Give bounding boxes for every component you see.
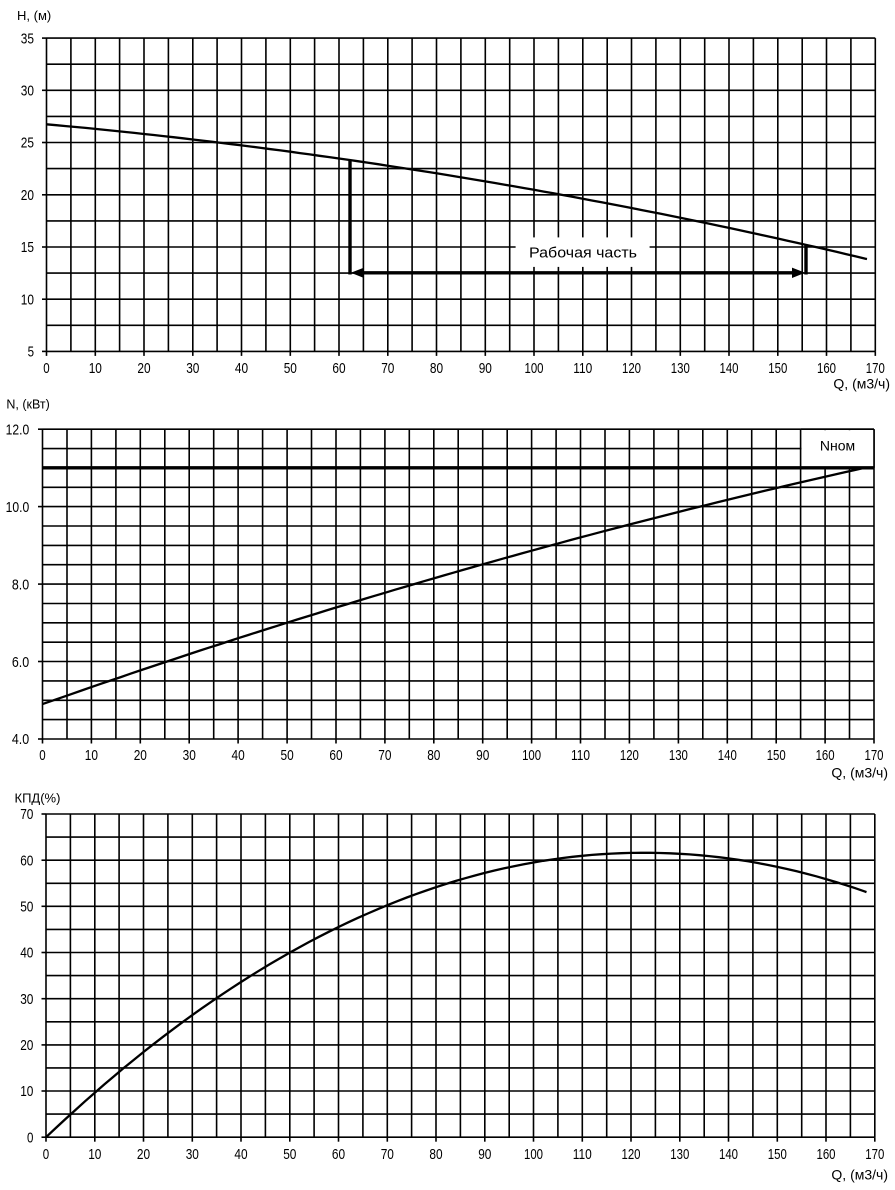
svg-text:4.0: 4.0 xyxy=(12,731,29,748)
svg-text:150: 150 xyxy=(767,747,786,764)
svg-text:0: 0 xyxy=(39,747,45,764)
svg-text:60: 60 xyxy=(20,852,33,869)
svg-text:50: 50 xyxy=(283,1146,296,1163)
svg-text:30: 30 xyxy=(21,83,34,100)
svg-text:40: 40 xyxy=(20,945,33,962)
svg-text:120: 120 xyxy=(622,360,641,377)
svg-text:20: 20 xyxy=(20,1037,33,1054)
svg-text:160: 160 xyxy=(817,1146,836,1163)
svg-text:0: 0 xyxy=(43,1146,49,1163)
svg-text:150: 150 xyxy=(768,360,787,377)
svg-text:КПД(%): КПД(%) xyxy=(15,790,61,805)
svg-text:60: 60 xyxy=(329,747,342,764)
svg-text:10: 10 xyxy=(85,747,98,764)
svg-text:50: 50 xyxy=(284,360,297,377)
svg-text:160: 160 xyxy=(816,747,835,764)
svg-text:160: 160 xyxy=(817,360,836,377)
svg-text:20: 20 xyxy=(137,360,150,377)
svg-text:110: 110 xyxy=(573,360,592,377)
svg-text:70: 70 xyxy=(381,1146,394,1163)
svg-text:30: 30 xyxy=(183,747,196,764)
svg-text:50: 50 xyxy=(20,899,33,916)
svg-text:0: 0 xyxy=(43,360,49,377)
svg-text:110: 110 xyxy=(571,747,590,764)
svg-text:140: 140 xyxy=(718,747,737,764)
svg-text:0: 0 xyxy=(27,1129,33,1146)
svg-text:120: 120 xyxy=(620,747,639,764)
svg-text:100: 100 xyxy=(525,360,544,377)
svg-text:10: 10 xyxy=(88,1146,101,1163)
svg-text:10.0: 10.0 xyxy=(6,499,30,516)
svg-text:Nном: Nном xyxy=(820,438,855,454)
svg-text:130: 130 xyxy=(671,360,690,377)
svg-text:Рабочая часть: Рабочая часть xyxy=(529,245,637,262)
svg-text:10: 10 xyxy=(21,291,34,308)
svg-text:70: 70 xyxy=(378,747,391,764)
svg-text:20: 20 xyxy=(21,187,34,204)
svg-text:150: 150 xyxy=(768,1146,787,1163)
svg-text:100: 100 xyxy=(522,747,541,764)
svg-text:Q, (м3/ч): Q, (м3/ч) xyxy=(831,765,888,781)
svg-text:40: 40 xyxy=(234,1146,247,1163)
svg-text:70: 70 xyxy=(381,360,394,377)
svg-text:30: 30 xyxy=(186,1146,199,1163)
svg-text:6.0: 6.0 xyxy=(12,654,29,671)
svg-text:130: 130 xyxy=(670,1146,689,1163)
svg-text:140: 140 xyxy=(719,1146,738,1163)
svg-text:90: 90 xyxy=(476,747,489,764)
svg-text:170: 170 xyxy=(865,1146,884,1163)
svg-text:35: 35 xyxy=(21,30,34,47)
svg-text:12.0: 12.0 xyxy=(6,421,30,438)
svg-text:90: 90 xyxy=(478,1146,491,1163)
svg-text:25: 25 xyxy=(21,135,34,152)
svg-text:60: 60 xyxy=(332,360,345,377)
svg-text:80: 80 xyxy=(429,1146,442,1163)
svg-text:40: 40 xyxy=(235,360,248,377)
svg-text:Q, (м3/ч): Q, (м3/ч) xyxy=(833,376,890,392)
svg-text:Q, (м3/ч): Q, (м3/ч) xyxy=(831,1167,888,1183)
svg-text:30: 30 xyxy=(186,360,199,377)
svg-text:8.0: 8.0 xyxy=(12,576,29,593)
svg-text:10: 10 xyxy=(20,1083,33,1100)
svg-text:15: 15 xyxy=(21,239,34,256)
svg-text:40: 40 xyxy=(232,747,245,764)
svg-text:70: 70 xyxy=(20,806,33,823)
svg-text:80: 80 xyxy=(430,360,443,377)
svg-text:80: 80 xyxy=(427,747,440,764)
svg-text:100: 100 xyxy=(524,1146,543,1163)
svg-text:130: 130 xyxy=(669,747,688,764)
svg-text:N, (кВт): N, (кВт) xyxy=(6,397,49,411)
svg-text:110: 110 xyxy=(573,1146,592,1163)
svg-text:60: 60 xyxy=(332,1146,345,1163)
svg-text:10: 10 xyxy=(89,360,102,377)
svg-text:50: 50 xyxy=(281,747,294,764)
svg-text:170: 170 xyxy=(865,747,884,764)
svg-text:120: 120 xyxy=(622,1146,641,1163)
svg-text:20: 20 xyxy=(134,747,147,764)
svg-text:5: 5 xyxy=(28,344,34,361)
svg-text:170: 170 xyxy=(866,360,885,377)
svg-text:H, (м): H, (м) xyxy=(17,8,51,23)
svg-text:30: 30 xyxy=(20,991,33,1008)
svg-text:140: 140 xyxy=(720,360,739,377)
svg-text:20: 20 xyxy=(137,1146,150,1163)
svg-text:90: 90 xyxy=(479,360,492,377)
